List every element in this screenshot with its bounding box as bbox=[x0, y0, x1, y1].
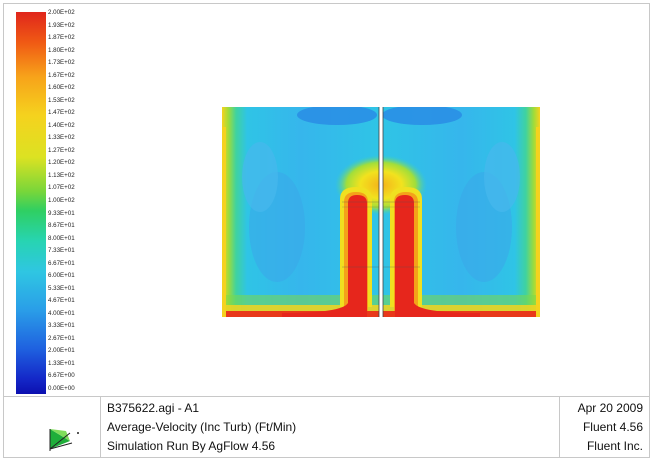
colormap-tick-label: 6.67E+00 bbox=[48, 372, 75, 380]
colormap-tick-label: 1.87E+02 bbox=[48, 34, 75, 42]
colormap-tick-label: 8.00E+01 bbox=[48, 234, 75, 242]
logo-cell bbox=[4, 397, 101, 458]
title-block: B375622.agi - A1 Average-Velocity (Inc T… bbox=[4, 396, 649, 458]
colormap-tick-label: 1.33E+01 bbox=[48, 359, 75, 367]
colormap-tick-label: 1.73E+02 bbox=[48, 59, 75, 67]
colormap-labels: 2.00E+02 1.93E+02 1.87E+02 1.80E+02 1.73E+02… bbox=[48, 9, 108, 395]
colormap-tick-label: 1.93E+02 bbox=[48, 21, 75, 29]
colormap-tick-label: 3.33E+01 bbox=[48, 322, 75, 330]
colormap-tick-label: 1.80E+02 bbox=[48, 46, 75, 54]
simulation-credit: Simulation Run By AgFlow 4.56 bbox=[107, 439, 276, 453]
velocity-contour-plot bbox=[222, 107, 540, 317]
colormap-tick-label: 8.67E+01 bbox=[48, 222, 75, 230]
info-cell: Apr 20 2009 Fluent 4.56 Fluent Inc. bbox=[560, 397, 649, 458]
description-cell: B375622.agi - A1 Average-Velocity (Inc T… bbox=[101, 397, 560, 458]
date-label: Apr 20 2009 bbox=[577, 401, 643, 415]
colormap-tick-label: 1.40E+02 bbox=[48, 121, 75, 129]
colormap-tick-label: 1.60E+02 bbox=[48, 84, 75, 92]
colormap-tick-label: 1.53E+02 bbox=[48, 96, 75, 104]
colormap-tick-label: 4.67E+01 bbox=[48, 297, 75, 305]
colormap-tick-label: 0.00E+00 bbox=[48, 385, 75, 392]
graphics-viewport[interactable]: 2.00E+02 1.93E+02 1.87E+02 1.80E+02 1.73E+02… bbox=[4, 4, 649, 395]
colormap-bar bbox=[16, 12, 46, 394]
colormap-tick-label: 4.00E+01 bbox=[48, 309, 75, 317]
colormap-tick-label: 6.67E+01 bbox=[48, 259, 75, 267]
colormap-tick-label: 6.00E+01 bbox=[48, 272, 75, 280]
colormap-tick-label: 2.67E+01 bbox=[48, 334, 75, 342]
plot-variable: Average-Velocity (Inc Turb) (Ft/Min) bbox=[107, 420, 297, 434]
colormap-tick-label: 2.00E+02 bbox=[48, 9, 75, 16]
colormap-tick-label: 1.00E+02 bbox=[48, 197, 75, 204]
colormap-tick-label: 2.00E+01 bbox=[48, 347, 75, 355]
colormap-tick-label: 1.20E+02 bbox=[48, 159, 75, 167]
colormap-tick-label: 1.13E+02 bbox=[48, 171, 75, 179]
version-label: Fluent 4.56 bbox=[582, 420, 643, 434]
colormap-tick-label: 1.07E+02 bbox=[48, 184, 75, 192]
colormap-tick-label: 1.67E+02 bbox=[48, 71, 75, 79]
colormap-tick-label: 5.33E+01 bbox=[48, 284, 75, 292]
graphics-window: 2.00E+02 1.93E+02 1.87E+02 1.80E+02 1.73E+02… bbox=[3, 3, 650, 458]
fluent-axis-logo-icon bbox=[49, 429, 79, 451]
colormap-tick-label: 1.27E+02 bbox=[48, 146, 75, 154]
case-file-name: B375622.agi - A1 bbox=[107, 401, 200, 415]
colormap-tick-label: 1.47E+02 bbox=[48, 109, 75, 117]
colormap-tick-label: 1.33E+02 bbox=[48, 134, 75, 142]
colormap-tick-label: 7.33E+01 bbox=[48, 247, 75, 255]
company-label: Fluent Inc. bbox=[586, 439, 643, 453]
colormap-tick-label: 9.33E+01 bbox=[48, 209, 75, 217]
